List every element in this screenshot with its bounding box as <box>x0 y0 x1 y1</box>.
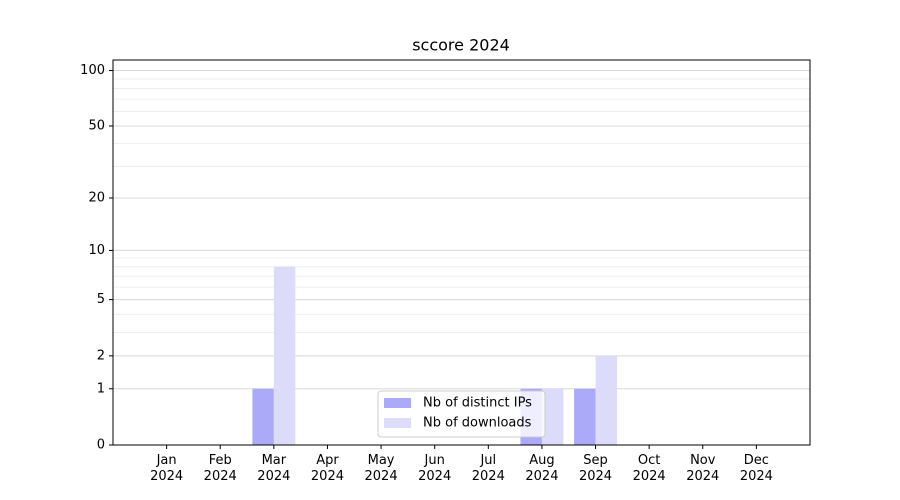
chart-title: sccore 2024 <box>412 36 510 55</box>
y-tick-label: 0 <box>97 438 105 453</box>
bar <box>541 388 564 445</box>
y-tick-label: 20 <box>88 190 105 205</box>
y-tick-label: 100 <box>80 63 105 78</box>
x-tick-label: Sep 2024 <box>578 453 613 484</box>
x-tick-label: Jul 2024 <box>471 453 505 484</box>
bar <box>595 355 617 445</box>
x-tick-label: Nov 2024 <box>686 453 720 484</box>
bar <box>273 266 296 445</box>
y-tick-label: 10 <box>88 243 105 258</box>
legend-swatch <box>384 398 411 408</box>
y-tick-label: 50 <box>88 118 105 133</box>
legend-box <box>377 390 546 438</box>
y-tick-label: 2 <box>97 348 105 363</box>
x-tick-label: May 2024 <box>364 453 398 484</box>
y-tick-label: 5 <box>97 292 105 307</box>
x-tick-label: Jan 2024 <box>150 453 184 484</box>
legend-label: Nb of downloads <box>423 416 532 431</box>
x-tick-label: Oct 2024 <box>632 453 666 484</box>
x-tick-label: Feb 2024 <box>203 453 237 484</box>
legend-label: Nb of distinct IPs <box>423 396 532 411</box>
x-tick-label: Aug 2024 <box>525 453 559 484</box>
legend-swatch <box>384 418 411 428</box>
x-tick-label: Apr 2024 <box>310 453 344 484</box>
y-tick-label: 1 <box>97 381 105 396</box>
x-tick-label: Dec 2024 <box>739 453 773 484</box>
x-tick-label: Jun 2024 <box>418 453 452 484</box>
bar <box>574 388 596 445</box>
plot-frame <box>112 59 811 446</box>
x-tick-label: Mar 2024 <box>257 453 291 484</box>
bar <box>252 388 274 445</box>
